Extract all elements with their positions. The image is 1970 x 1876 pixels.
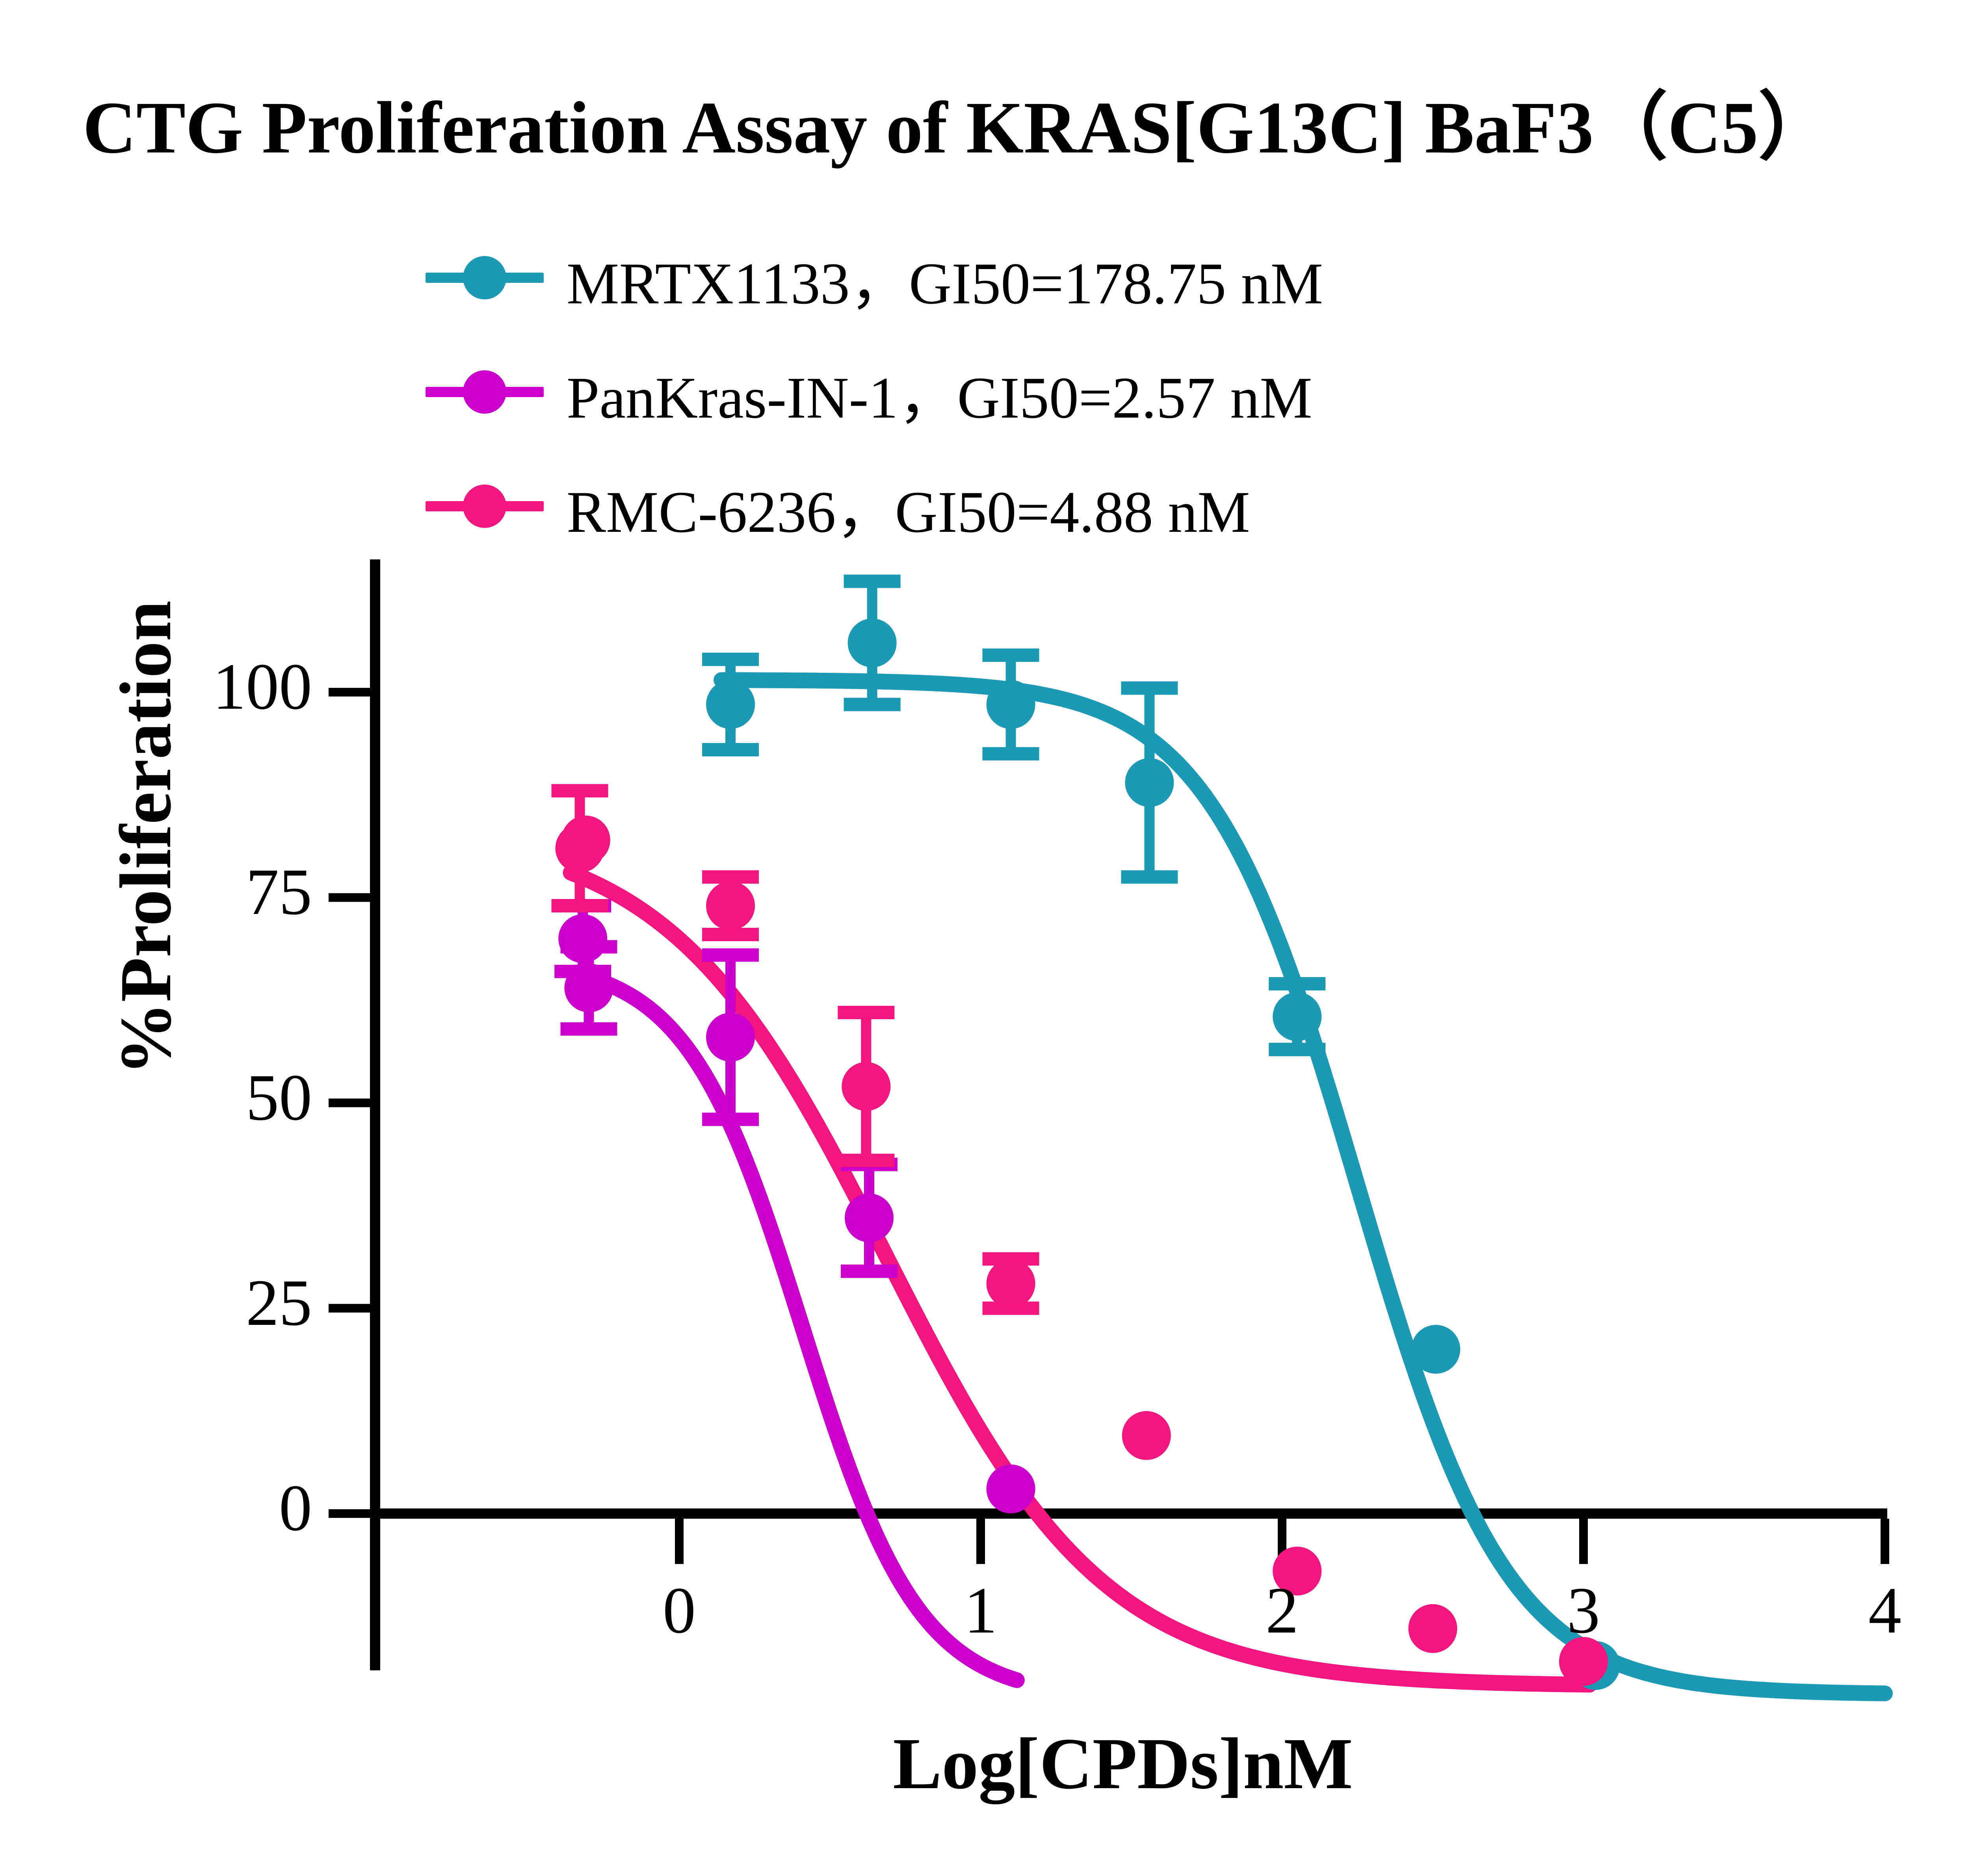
data-point xyxy=(847,618,897,667)
data-point xyxy=(1122,1411,1171,1460)
x-tick-label: 0 xyxy=(663,1574,696,1647)
data-point xyxy=(706,680,755,729)
legend-label-2: RMC-6236，GI50=4.88 nM xyxy=(567,479,1250,545)
data-point xyxy=(1411,1325,1461,1374)
x-tick-label: 1 xyxy=(964,1574,997,1647)
axis-lines xyxy=(329,559,1889,1670)
data-point xyxy=(555,824,604,873)
data-point xyxy=(986,680,1035,729)
y-tick-label: 100 xyxy=(213,650,312,723)
data-point xyxy=(706,1012,755,1062)
data-point xyxy=(1408,1604,1457,1653)
y-tick-label: 0 xyxy=(279,1471,312,1545)
legend-marker-icon-0 xyxy=(426,254,544,301)
legend-label-0: MRTX1133，GI50=178.75 nM xyxy=(567,251,1323,316)
x-tick-label: 2 xyxy=(1266,1574,1299,1647)
x-axis-label: Log[CPDs]nM xyxy=(893,1723,1353,1804)
data-point xyxy=(986,1259,1035,1308)
legend-item-1[interactable]: PanKras-IN-1，GI50=2.57 nM xyxy=(426,335,1323,449)
x-tick-label: 4 xyxy=(1868,1574,1901,1647)
y-axis-label: %Proliferation xyxy=(105,600,186,1075)
data-point xyxy=(558,914,608,963)
y-tick-label: 50 xyxy=(246,1061,312,1134)
data-point xyxy=(706,881,755,931)
data-point xyxy=(842,1062,891,1111)
legend-marker-icon-1 xyxy=(426,368,544,416)
data-point xyxy=(1559,1637,1608,1686)
x-tick-label: 3 xyxy=(1567,1574,1600,1647)
fit-curves xyxy=(563,672,1893,1701)
legend-marker-icon-2 xyxy=(426,483,544,530)
legend-item-2[interactable]: RMC-6236，GI50=4.88 nM xyxy=(426,449,1323,563)
chart-legend: MRTX1133，GI50=178.75 nM PanKras-IN-1，GI5… xyxy=(426,221,1323,563)
page-title: CTG Proliferation Assay of KRAS[G13C] Ba… xyxy=(83,86,1832,169)
data-point xyxy=(1125,758,1174,807)
data-point xyxy=(844,1193,894,1243)
y-tick-label: 75 xyxy=(246,855,312,929)
y-tick-label: 25 xyxy=(246,1266,312,1339)
data-point xyxy=(564,963,613,1012)
data-point xyxy=(1273,1546,1322,1596)
data-points xyxy=(555,618,1620,1690)
legend-item-0[interactable]: MRTX1133，GI50=178.75 nM xyxy=(426,221,1323,335)
data-point xyxy=(1273,992,1322,1041)
data-point xyxy=(986,1464,1035,1514)
legend-label-1: PanKras-IN-1，GI50=2.57 nM xyxy=(567,365,1312,431)
